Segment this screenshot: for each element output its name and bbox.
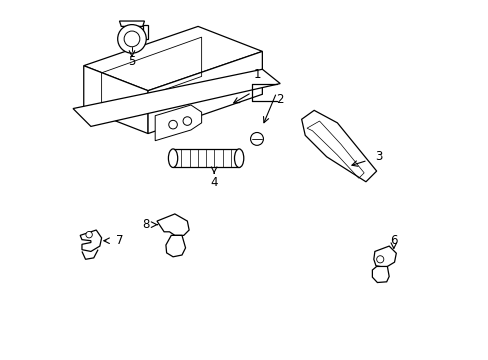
Polygon shape [142, 24, 148, 39]
Polygon shape [155, 105, 201, 141]
Polygon shape [148, 51, 262, 134]
Polygon shape [73, 69, 280, 126]
Circle shape [183, 117, 191, 125]
Polygon shape [83, 66, 148, 134]
Polygon shape [157, 214, 189, 235]
Text: 5: 5 [128, 55, 135, 68]
Polygon shape [301, 111, 376, 182]
Bar [173, 149, 239, 167]
Circle shape [118, 24, 146, 53]
Circle shape [250, 132, 263, 145]
Text: 3: 3 [374, 150, 381, 163]
Polygon shape [119, 21, 144, 26]
Polygon shape [165, 235, 185, 257]
Text: 7: 7 [116, 234, 123, 247]
Text: 6: 6 [389, 234, 397, 247]
Polygon shape [83, 26, 262, 91]
Text: 2: 2 [276, 93, 284, 106]
Circle shape [376, 256, 383, 263]
Polygon shape [373, 246, 395, 267]
Circle shape [86, 231, 92, 238]
Polygon shape [372, 266, 388, 283]
Ellipse shape [234, 149, 244, 167]
Text: 4: 4 [210, 176, 218, 189]
Circle shape [168, 120, 177, 129]
Text: 8: 8 [142, 218, 149, 231]
Polygon shape [80, 230, 102, 251]
Ellipse shape [168, 149, 177, 167]
Text: 1: 1 [253, 68, 260, 81]
Circle shape [124, 31, 140, 47]
